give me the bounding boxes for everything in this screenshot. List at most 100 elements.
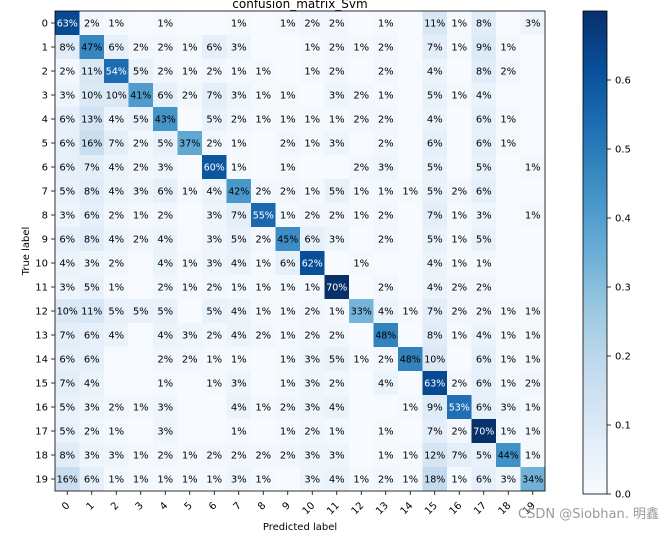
- cell-label-0-0: 63%: [57, 19, 78, 30]
- heatmap-cell-6-12: [349, 155, 374, 180]
- heatmap-cell-12-14: [398, 299, 423, 324]
- cell-label-10-0: 4%: [59, 259, 75, 270]
- heatmap-cell-1-19: [520, 35, 546, 60]
- heatmap-cell-5-10: [300, 131, 325, 156]
- heatmap-cell-17-8: [251, 419, 276, 444]
- heatmap-cell-11-11: [324, 275, 350, 300]
- cell-label-17-13: 1%: [378, 427, 394, 438]
- cell-label-5-7: 1%: [231, 139, 247, 150]
- cell-label-12-13: 4%: [378, 307, 394, 318]
- heatmap-cell-19-11: [324, 467, 350, 492]
- cell-label-9-3: 2%: [133, 235, 149, 246]
- heatmap-cell-16-14: [398, 395, 423, 420]
- cell-label-16-1: 3%: [84, 403, 100, 414]
- heatmap-cell-10-7: [226, 251, 252, 276]
- cell-label-18-14: 1%: [402, 451, 418, 462]
- heatmap-cell-18-14: [398, 443, 423, 468]
- heatmap-cell-12-2: [104, 299, 129, 324]
- heatmap-cell-2-2: [104, 59, 129, 84]
- y-tick-label-13: 13: [35, 331, 48, 342]
- cell-label-13-9: 1%: [280, 331, 296, 342]
- cell-label-15-4: 1%: [157, 379, 173, 390]
- heatmap-cell-17-12: [349, 419, 374, 444]
- cell-label-8-3: 1%: [133, 211, 149, 222]
- cell-label-6-19: 1%: [525, 163, 541, 174]
- cell-label-13-17: 4%: [476, 331, 492, 342]
- y-tick-label-5: 5: [42, 139, 48, 150]
- cell-label-8-0: 3%: [59, 211, 75, 222]
- cell-label-17-9: 1%: [280, 427, 296, 438]
- heatmap-cell-11-18: [496, 275, 521, 300]
- heatmap-cell-14-2: [104, 347, 129, 372]
- heatmap-cell-16-11: [324, 395, 350, 420]
- cell-label-3-12: 2%: [353, 91, 369, 102]
- heatmap-cell-18-4: [153, 443, 178, 468]
- cell-label-15-16: 2%: [451, 379, 467, 390]
- cell-label-18-2: 3%: [108, 451, 124, 462]
- cell-label-4-0: 6%: [59, 115, 75, 126]
- heatmap-cell-0-15: [422, 11, 448, 36]
- cell-label-13-8: 2%: [255, 331, 271, 342]
- heatmap-cell-0-1: [79, 11, 105, 36]
- cell-label-16-4: 3%: [157, 403, 173, 414]
- cell-label-16-8: 1%: [255, 403, 271, 414]
- x-tick-label-16: 16: [448, 500, 465, 517]
- heatmap-cell-3-9: [275, 83, 301, 108]
- y-tick-label-10: 10: [35, 259, 48, 270]
- heatmap-cell-14-16: [447, 347, 472, 372]
- heatmap-cell-6-11: [324, 155, 350, 180]
- heatmap-cell-1-6: [202, 35, 227, 60]
- heatmap-cell-3-6: [202, 83, 227, 108]
- heatmap-cell-10-5: [177, 251, 203, 276]
- cell-label-12-12: 33%: [351, 307, 372, 318]
- cell-label-6-0: 6%: [59, 163, 75, 174]
- cell-label-1-10: 1%: [304, 43, 320, 54]
- heatmap-cell-0-5: [177, 11, 203, 36]
- cell-label-19-17: 6%: [476, 475, 492, 486]
- y-tick-label-7: 7: [42, 187, 48, 198]
- heatmap-cell-18-0: [55, 443, 80, 468]
- x-tick-label-6: 6: [207, 500, 219, 512]
- cell-label-14-0: 6%: [59, 355, 75, 366]
- heatmap-cell-8-15: [422, 203, 448, 228]
- cell-label-17-4: 3%: [157, 427, 173, 438]
- heatmap-cell-15-12: [349, 371, 374, 396]
- heatmap-cell-16-6: [202, 395, 227, 420]
- cell-label-17-0: 5%: [59, 427, 75, 438]
- cell-label-5-2: 7%: [108, 139, 124, 150]
- heatmap-cell-11-9: [275, 275, 301, 300]
- heatmap-cells: [55, 11, 546, 492]
- heatmap-cell-19-4: [153, 467, 178, 492]
- cell-label-1-6: 6%: [206, 43, 222, 54]
- cell-label-18-4: 2%: [157, 451, 173, 462]
- cell-label-14-18: 1%: [500, 355, 516, 366]
- heatmap-cell-15-18: [496, 371, 521, 396]
- cell-labels: 63% 2% 1% 1% 1% 1% 2% 2% 1% 11% 1% 8% 3% 8% 47% 6% 2% 2% 1…: [57, 19, 544, 486]
- heatmap-cell-18-6: [202, 443, 227, 468]
- heatmap-cell-10-14: [398, 251, 423, 276]
- heatmap-cell-17-11: [324, 419, 350, 444]
- heatmap-cell-10-11: [324, 251, 350, 276]
- heatmap-cell-2-14: [398, 59, 423, 84]
- heatmap-cell-15-14: [398, 371, 423, 396]
- cell-label-19-18: 3%: [500, 475, 516, 486]
- heatmap-cell-11-3: [128, 275, 154, 300]
- cell-label-9-16: 1%: [451, 235, 467, 246]
- heatmap-cell-9-14: [398, 227, 423, 252]
- heatmap-cell-4-12: [349, 107, 374, 132]
- heatmap-cell-11-15: [422, 275, 448, 300]
- cell-label-2-11: 2%: [329, 67, 345, 78]
- heatmap-cell-3-4: [153, 83, 178, 108]
- cell-label-1-1: 47%: [81, 43, 102, 54]
- cell-label-12-16: 2%: [451, 307, 467, 318]
- cell-label-12-8: 1%: [255, 307, 271, 318]
- cell-label-7-2: 4%: [108, 187, 124, 198]
- cell-label-13-16: 1%: [451, 331, 467, 342]
- heatmap-cell-18-18: [496, 443, 521, 468]
- cell-label-15-6: 1%: [206, 379, 222, 390]
- heatmap-cell-12-5: [177, 299, 203, 324]
- heatmap-cell-1-17: [471, 35, 497, 60]
- cell-label-12-15: 7%: [427, 307, 443, 318]
- cell-label-12-2: 5%: [108, 307, 124, 318]
- heatmap-cell-3-10: [300, 83, 325, 108]
